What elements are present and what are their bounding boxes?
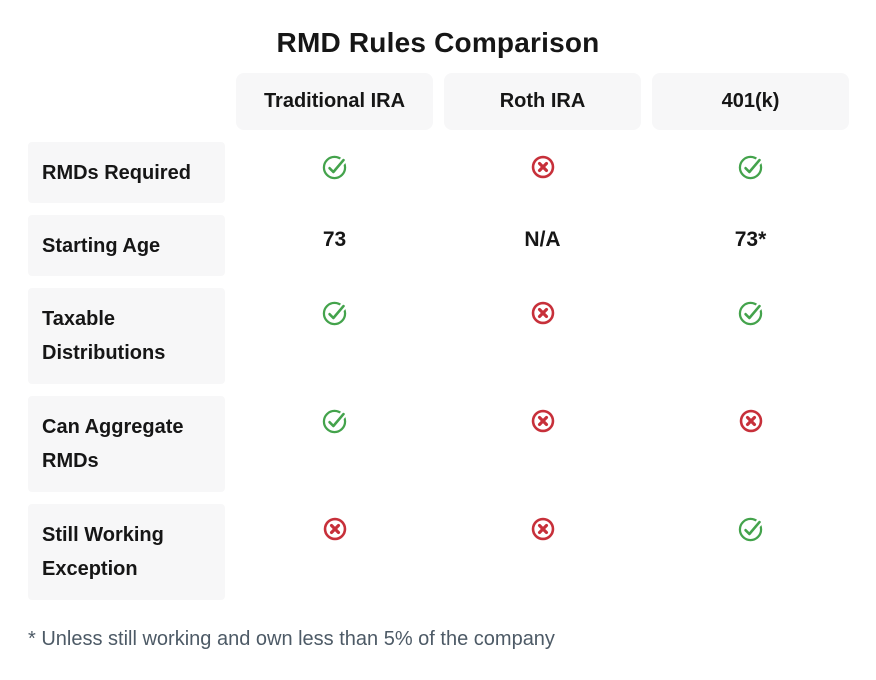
cell-taxable-distributions-roth-ira [444, 288, 641, 384]
cell-still-working-exception-traditional-ira [236, 504, 433, 600]
x-circle-icon [323, 517, 346, 541]
row-label-rmds-required: RMDs Required [28, 142, 225, 203]
check-circle-icon [322, 409, 347, 434]
cell-can-aggregate-rmds-401-k [652, 396, 849, 492]
x-circle-icon [531, 409, 554, 433]
comparison-table: Traditional IRA Roth IRA 401(k) RMDs Requir… [28, 73, 849, 600]
cell-starting-age-401-k: 73* [652, 215, 849, 276]
cell-value-text: N/A [524, 228, 561, 251]
check-circle-icon [738, 517, 763, 542]
check-circle-icon [322, 155, 347, 180]
x-circle-icon [739, 409, 762, 433]
footnote: * Unless still working and own less than… [28, 628, 555, 650]
row-label-starting-age: Starting Age [28, 215, 225, 276]
cell-value-text: 73* [734, 228, 767, 251]
check-circle-icon [738, 155, 763, 180]
cell-still-working-exception-401-k [652, 504, 849, 600]
cell-can-aggregate-rmds-traditional-ira [236, 396, 433, 492]
cell-rmds-required-401-k [652, 142, 849, 203]
corner-cell [28, 73, 225, 130]
x-circle-icon [531, 517, 554, 541]
cell-starting-age-traditional-ira: 73 [236, 215, 433, 276]
cell-still-working-exception-roth-ira [444, 504, 641, 600]
row-label-taxable-distributions: Taxable Distributions [28, 288, 225, 384]
column-header-traditional-ira: Traditional IRA [236, 73, 433, 130]
row-label-can-aggregate-rmds: Can Aggregate RMDs [28, 396, 225, 492]
cell-taxable-distributions-401-k [652, 288, 849, 384]
column-header-401-k: 401(k) [652, 73, 849, 130]
cell-rmds-required-traditional-ira [236, 142, 433, 203]
check-circle-icon [322, 301, 347, 326]
x-circle-icon [531, 301, 554, 325]
cell-taxable-distributions-traditional-ira [236, 288, 433, 384]
column-header-roth-ira: Roth IRA [444, 73, 641, 130]
cell-can-aggregate-rmds-roth-ira [444, 396, 641, 492]
cell-starting-age-roth-ira: N/A [444, 215, 641, 276]
check-circle-icon [738, 301, 763, 326]
page-title: RMD Rules Comparison [276, 27, 600, 58]
cell-rmds-required-roth-ira [444, 142, 641, 203]
cell-value-text: 73 [322, 228, 347, 251]
row-label-still-working-exception: Still Working Exception [28, 504, 225, 600]
x-circle-icon [531, 155, 554, 179]
